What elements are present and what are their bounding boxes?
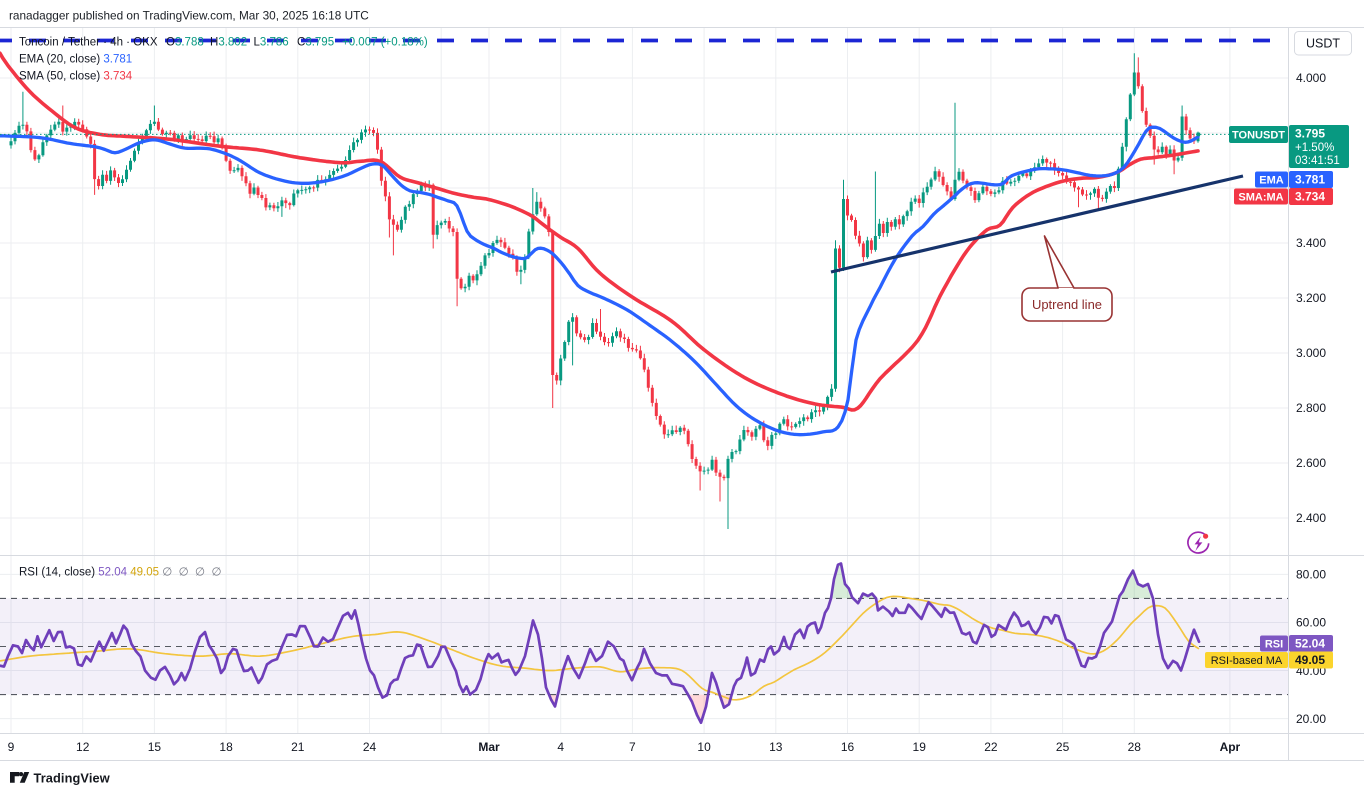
- svg-text:9: 9: [8, 740, 15, 754]
- svg-text:2.600: 2.600: [1296, 456, 1326, 470]
- svg-text:15: 15: [148, 740, 162, 754]
- svg-text:SMA (50, close) 3.734: SMA (50, close) 3.734: [19, 71, 133, 83]
- svg-text:16: 16: [841, 740, 855, 754]
- svg-text:TradingView: TradingView: [34, 771, 110, 786]
- svg-text:3.400: 3.400: [1296, 236, 1326, 250]
- svg-text:RSI-based MA: RSI-based MA: [1211, 655, 1283, 667]
- svg-text:22: 22: [984, 740, 998, 754]
- svg-text:12: 12: [76, 740, 90, 754]
- svg-text:ranadagger published on Tradin: ranadagger published on TradingView.com,…: [9, 9, 369, 23]
- svg-text:20.00: 20.00: [1296, 712, 1326, 726]
- svg-text:4: 4: [557, 740, 564, 754]
- svg-text:3.200: 3.200: [1296, 291, 1326, 305]
- svg-text:EMA (20, close) 3.781: EMA (20, close) 3.781: [19, 54, 132, 66]
- svg-text:03:41:51: 03:41:51: [1295, 155, 1340, 167]
- svg-text:Apr: Apr: [1220, 740, 1241, 754]
- svg-text:60.00: 60.00: [1296, 616, 1326, 630]
- svg-text:+0.007 (+0.18%): +0.007 (+0.18%): [342, 37, 428, 49]
- svg-text:21: 21: [291, 740, 305, 754]
- svg-text:7: 7: [629, 740, 636, 754]
- svg-text:2.800: 2.800: [1296, 401, 1326, 415]
- svg-text:+1.50%: +1.50%: [1295, 142, 1334, 154]
- svg-text:H3.802: H3.802: [210, 37, 247, 49]
- svg-text:Mar: Mar: [478, 740, 500, 754]
- svg-text:25: 25: [1056, 740, 1070, 754]
- svg-text:13: 13: [769, 740, 783, 754]
- svg-text:L3.786: L3.786: [254, 37, 289, 49]
- svg-text:18: 18: [219, 740, 233, 754]
- svg-text:49.05: 49.05: [1295, 653, 1325, 667]
- svg-text:EMA: EMA: [1259, 175, 1284, 187]
- svg-text:Uptrend line: Uptrend line: [1032, 297, 1102, 312]
- svg-text:TONUSDT: TONUSDT: [1232, 130, 1285, 142]
- svg-text:4.000: 4.000: [1296, 71, 1326, 85]
- svg-text:2.400: 2.400: [1296, 511, 1326, 525]
- svg-text:3.000: 3.000: [1296, 346, 1326, 360]
- svg-text:24: 24: [363, 740, 377, 754]
- svg-text:19: 19: [913, 740, 927, 754]
- svg-text:SMA:MA: SMA:MA: [1238, 192, 1283, 204]
- svg-text:10: 10: [697, 740, 711, 754]
- svg-text:3.781: 3.781: [1295, 173, 1325, 187]
- svg-text:RSI: RSI: [1265, 639, 1283, 651]
- svg-text:28: 28: [1128, 740, 1142, 754]
- svg-text:C3.795: C3.795: [297, 37, 334, 49]
- svg-text:O3.788: O3.788: [166, 37, 204, 49]
- svg-text:3.734: 3.734: [1295, 190, 1325, 204]
- svg-text:52.04: 52.04: [1295, 637, 1325, 651]
- svg-text:USDT: USDT: [1306, 37, 1340, 51]
- svg-text:80.00: 80.00: [1296, 568, 1326, 582]
- svg-text:RSI (14, close) 52.04 49.05: RSI (14, close) 52.04 49.05 ∅ ∅ ∅ ∅: [19, 567, 221, 579]
- svg-text:Toncoin / Tether · 4h · OKX: Toncoin / Tether · 4h · OKX: [19, 37, 158, 49]
- svg-text:3.795: 3.795: [1295, 127, 1325, 141]
